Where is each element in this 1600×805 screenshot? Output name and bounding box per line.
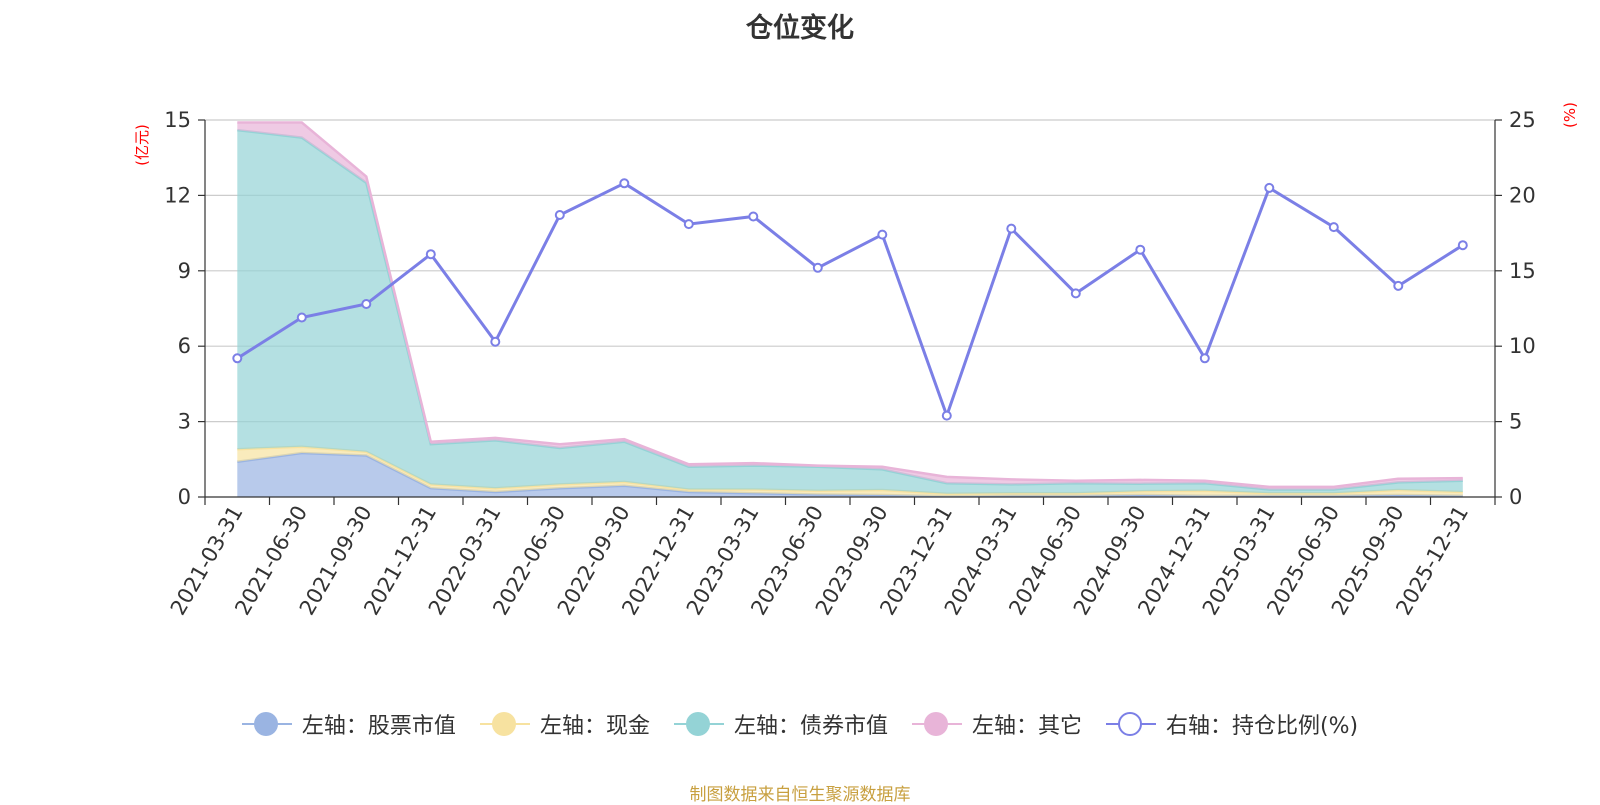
left-tick-label: 3	[178, 410, 191, 434]
ratio-point	[296, 312, 307, 323]
ratio-point	[1006, 223, 1017, 234]
legend-label: 左轴：股票市值	[301, 714, 456, 739]
ratio-point	[748, 211, 759, 222]
ratio-point	[683, 219, 694, 230]
ratio-point	[232, 353, 243, 364]
ratio-point	[1199, 353, 1210, 364]
left-tick-label: 6	[178, 334, 191, 358]
legend-label: 右轴：持仓比例(%)	[1165, 714, 1359, 739]
left-axis-unit: (亿元)	[133, 124, 151, 166]
ratio-point	[619, 178, 630, 189]
right-tick-label: 10	[1509, 334, 1536, 358]
legend-item[interactable]: 左轴：现金	[479, 708, 650, 740]
ratio-point	[877, 229, 888, 240]
legend-marker-icon	[241, 710, 292, 738]
left-tick-label: 9	[178, 259, 191, 283]
ratio-point	[361, 299, 372, 309]
right-tick-label: 5	[1509, 410, 1522, 434]
area-edge-左轴：债券市值	[237, 128, 1463, 491]
legend-item[interactable]: 右轴：持仓比例(%)	[1105, 708, 1359, 740]
area-edge-左轴：其它	[237, 121, 1463, 489]
right-tick-label: 20	[1509, 183, 1536, 207]
legend-marker-icon	[673, 710, 724, 738]
stacked-areas	[237, 121, 1463, 498]
ratio-point	[1135, 244, 1146, 255]
ratio-point	[554, 210, 565, 220]
chart-title: 仓位变化	[746, 13, 854, 44]
ratio-point	[1393, 280, 1404, 291]
ratio-line-path	[236, 181, 1464, 421]
ratio-point	[1328, 222, 1339, 233]
data-source-note: 制图数据来自恒生聚源数据库	[689, 785, 911, 805]
ratio-point	[490, 336, 501, 347]
ratio-point	[1070, 288, 1081, 299]
right-tick-label: 25	[1509, 108, 1536, 132]
ratio-point	[1457, 240, 1468, 251]
legend-marker-icon	[479, 710, 530, 738]
legend-item[interactable]: 左轴：其它	[911, 708, 1082, 740]
legend-marker-icon	[1105, 710, 1156, 738]
legend-item[interactable]: 左轴：债券市值	[673, 708, 888, 740]
right-axis-unit: (%)	[1561, 102, 1579, 128]
left-tick-label: 0	[178, 485, 191, 509]
area-左轴：债券市值	[237, 130, 1463, 494]
chart-legend: 左轴：股票市值 左轴：现金 左轴：债券市值 左轴：其它 右轴：持仓比例(%)	[0, 708, 1600, 740]
area-左轴：股票市值	[237, 453, 1463, 497]
legend-label: 左轴：现金	[539, 714, 650, 739]
right-tick-label: 0	[1509, 485, 1522, 509]
ratio-line	[232, 178, 1468, 421]
left-tick-label: 15	[164, 108, 191, 132]
legend-item[interactable]: 左轴：股票市值	[241, 708, 456, 740]
ratio-point	[1264, 182, 1275, 193]
ratio-point	[425, 249, 436, 260]
right-tick-label: 15	[1509, 259, 1536, 283]
legend-marker-icon	[911, 710, 962, 738]
ratio-point	[812, 262, 823, 273]
legend-label: 左轴：其它	[971, 714, 1082, 739]
legend-label: 左轴：债券市值	[733, 714, 888, 739]
left-tick-label: 12	[164, 183, 191, 207]
ratio-point	[941, 410, 952, 421]
